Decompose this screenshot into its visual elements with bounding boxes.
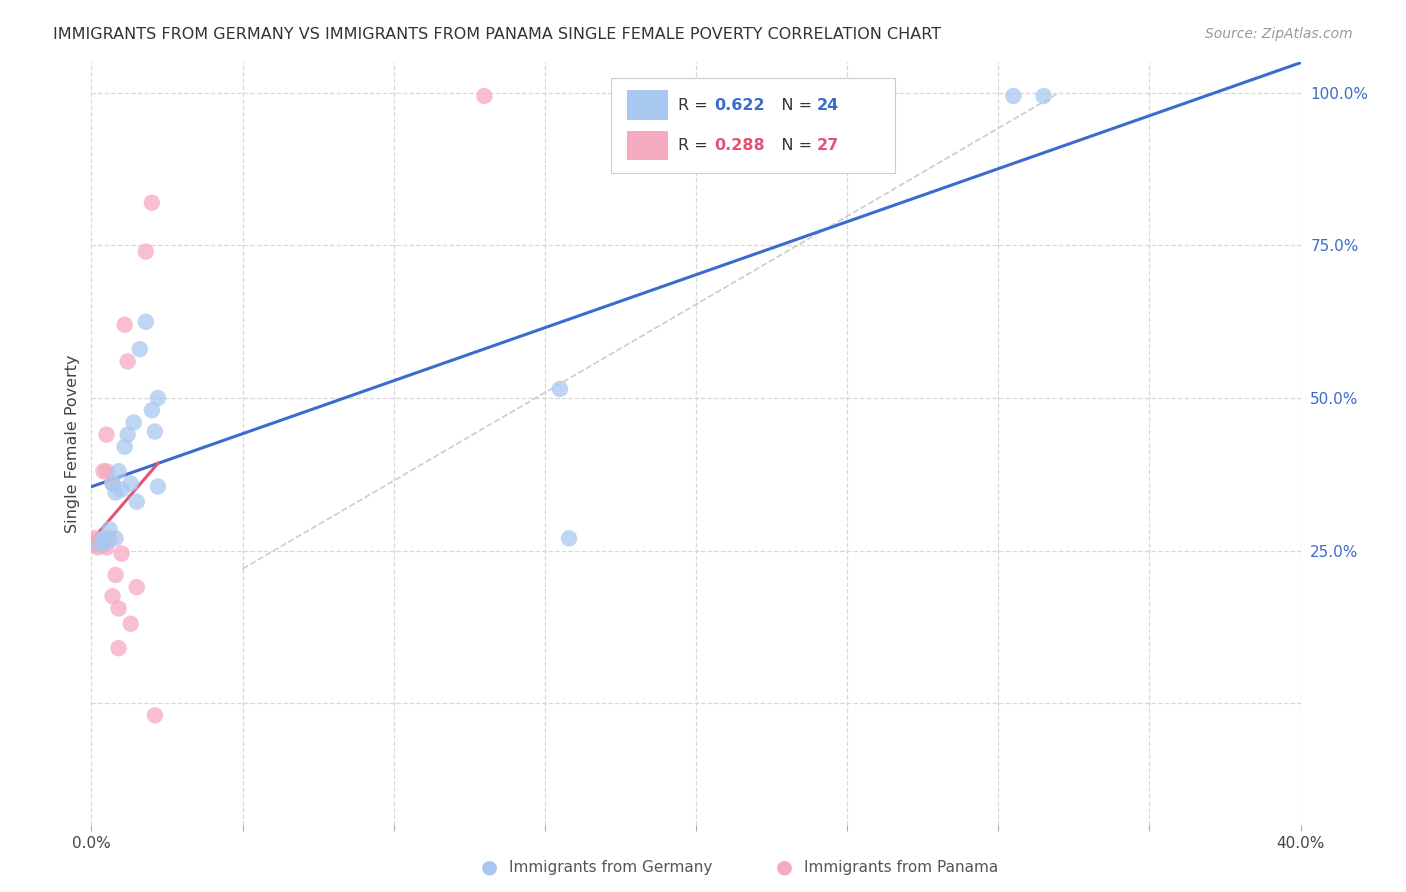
Point — [558, 532, 581, 546]
Point — [1002, 89, 1025, 103]
FancyBboxPatch shape — [627, 90, 668, 120]
Point — [1032, 89, 1054, 103]
Text: 0.622: 0.622 — [714, 98, 765, 112]
Point — [143, 425, 166, 439]
Point — [107, 641, 129, 656]
Point — [141, 403, 163, 417]
Point — [120, 616, 142, 631]
Text: Immigrants from Germany: Immigrants from Germany — [509, 860, 713, 874]
Point — [143, 708, 166, 723]
Point — [86, 541, 108, 555]
Point — [120, 476, 142, 491]
Text: R =: R = — [678, 138, 713, 153]
Point — [125, 494, 148, 508]
Point — [101, 476, 124, 491]
Point — [101, 590, 124, 604]
Point — [93, 532, 115, 546]
Point — [93, 464, 115, 478]
Point — [111, 547, 132, 561]
Text: ●: ● — [776, 857, 793, 877]
Point — [117, 427, 139, 442]
Point — [146, 391, 169, 405]
Text: 27: 27 — [817, 138, 839, 153]
Point — [86, 537, 108, 551]
Point — [89, 537, 111, 551]
Point — [98, 532, 121, 546]
Point — [96, 541, 118, 555]
Text: N =: N = — [766, 98, 817, 112]
Point — [107, 464, 129, 478]
Point — [111, 483, 132, 497]
Point — [128, 342, 150, 356]
Point — [548, 382, 571, 396]
Text: 0.288: 0.288 — [714, 138, 765, 153]
Point — [80, 537, 103, 551]
Point — [125, 580, 148, 594]
Point — [83, 534, 105, 549]
Point — [117, 354, 139, 368]
Y-axis label: Single Female Poverty: Single Female Poverty — [65, 354, 80, 533]
Point — [96, 464, 118, 478]
Text: R =: R = — [678, 98, 713, 112]
Point — [93, 537, 115, 551]
Point — [96, 427, 118, 442]
Point — [83, 532, 105, 546]
Point — [141, 195, 163, 210]
Text: 24: 24 — [817, 98, 839, 112]
Point — [135, 244, 157, 259]
Point — [114, 440, 136, 454]
Point — [114, 318, 136, 332]
FancyBboxPatch shape — [627, 130, 668, 161]
Point — [472, 89, 495, 103]
Text: Immigrants from Panama: Immigrants from Panama — [804, 860, 998, 874]
Text: IMMIGRANTS FROM GERMANY VS IMMIGRANTS FROM PANAMA SINGLE FEMALE POVERTY CORRELAT: IMMIGRANTS FROM GERMANY VS IMMIGRANTS FR… — [53, 27, 942, 42]
Point — [122, 416, 145, 430]
Point — [104, 568, 127, 582]
Point — [104, 532, 127, 546]
Point — [107, 601, 129, 615]
Point — [89, 534, 111, 549]
Text: N =: N = — [766, 138, 817, 153]
Point — [146, 479, 169, 493]
Point — [96, 534, 118, 549]
Point — [135, 315, 157, 329]
Point — [101, 476, 124, 491]
Point — [104, 485, 127, 500]
Point — [98, 522, 121, 536]
Point — [89, 537, 111, 551]
Text: ●: ● — [481, 857, 498, 877]
FancyBboxPatch shape — [612, 78, 896, 173]
Text: Source: ZipAtlas.com: Source: ZipAtlas.com — [1205, 27, 1353, 41]
